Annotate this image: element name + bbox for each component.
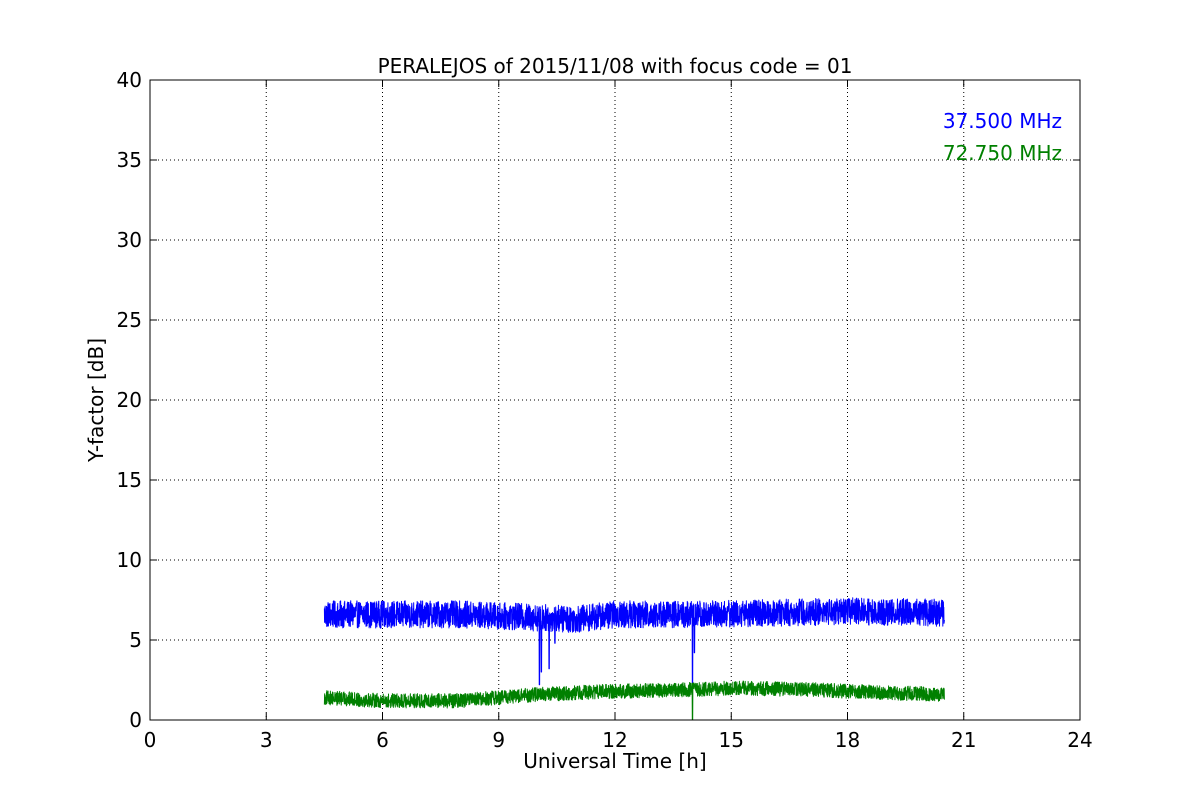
x-tick-label: 21	[951, 728, 976, 752]
legend-entry: 37.500 MHz	[943, 109, 1062, 133]
legend-entry: 72.750 MHz	[943, 141, 1062, 165]
y-tick-label: 25	[117, 308, 142, 332]
y-tick-label: 35	[117, 148, 142, 172]
x-tick-label: 15	[719, 728, 744, 752]
axis-ticks: 0 3 6 9 12 15 18 21 24 0 5 10 15 20 25 30 35 40	[117, 68, 1093, 752]
legend: 37.500 MHz 72.750 MHz	[943, 109, 1062, 165]
x-axis-label: Universal Time [h]	[523, 749, 706, 773]
y-tick-label: 30	[117, 228, 142, 252]
y-axis-label: Y-factor [dB]	[84, 338, 108, 463]
series-layer	[323, 597, 945, 721]
y-tick-label: 20	[117, 388, 142, 412]
y-tick-label: 10	[117, 548, 142, 572]
x-tick-label: 6	[376, 728, 389, 752]
series-line-1	[323, 597, 945, 686]
x-tick-label: 9	[492, 728, 505, 752]
y-tick-label: 0	[129, 708, 142, 732]
x-tick-label: 0	[144, 728, 157, 752]
grid-lines	[150, 80, 1080, 720]
y-tick-label: 40	[117, 68, 142, 92]
y-tick-label: 15	[117, 468, 142, 492]
x-tick-label: 12	[602, 728, 627, 752]
chart-title: PERALEJOS of 2015/11/08 with focus code …	[378, 54, 853, 78]
series-line-2	[323, 680, 945, 721]
x-tick-label: 24	[1067, 728, 1092, 752]
x-tick-label: 3	[260, 728, 273, 752]
y-tick-label: 5	[129, 628, 142, 652]
x-tick-label: 18	[835, 728, 860, 752]
